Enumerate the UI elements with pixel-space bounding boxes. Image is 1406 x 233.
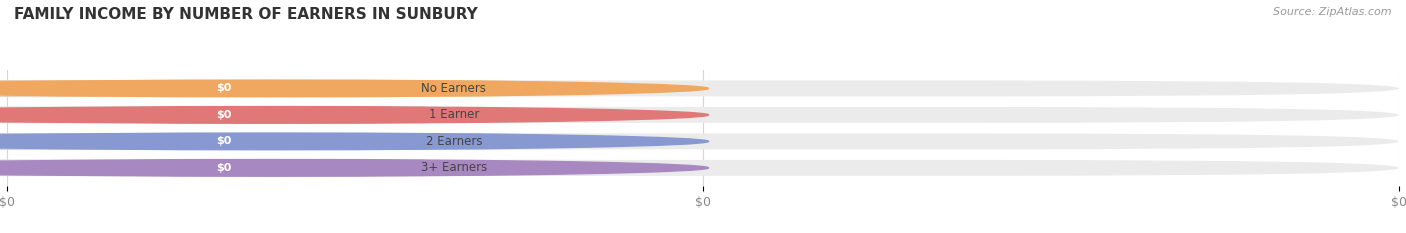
Text: 2 Earners: 2 Earners (426, 135, 482, 148)
FancyBboxPatch shape (0, 160, 616, 176)
Text: $0: $0 (217, 110, 232, 120)
FancyBboxPatch shape (7, 107, 1399, 123)
FancyBboxPatch shape (0, 134, 425, 149)
Text: No Earners: No Earners (422, 82, 486, 95)
Text: $0: $0 (217, 163, 232, 173)
FancyBboxPatch shape (0, 80, 425, 96)
FancyBboxPatch shape (7, 80, 1399, 96)
Text: Source: ZipAtlas.com: Source: ZipAtlas.com (1274, 7, 1392, 17)
Text: $0: $0 (217, 83, 232, 93)
FancyBboxPatch shape (7, 134, 1399, 149)
Text: 1 Earner: 1 Earner (429, 108, 479, 121)
Text: 3+ Earners: 3+ Earners (420, 161, 486, 174)
Circle shape (0, 106, 709, 123)
FancyBboxPatch shape (0, 107, 425, 123)
Circle shape (0, 80, 709, 97)
FancyBboxPatch shape (0, 134, 616, 149)
Circle shape (0, 133, 709, 150)
FancyBboxPatch shape (0, 107, 616, 123)
FancyBboxPatch shape (0, 160, 425, 176)
FancyBboxPatch shape (7, 160, 1399, 176)
FancyBboxPatch shape (0, 80, 616, 96)
Text: FAMILY INCOME BY NUMBER OF EARNERS IN SUNBURY: FAMILY INCOME BY NUMBER OF EARNERS IN SU… (14, 7, 478, 22)
Text: $0: $0 (217, 136, 232, 146)
Circle shape (0, 160, 709, 176)
